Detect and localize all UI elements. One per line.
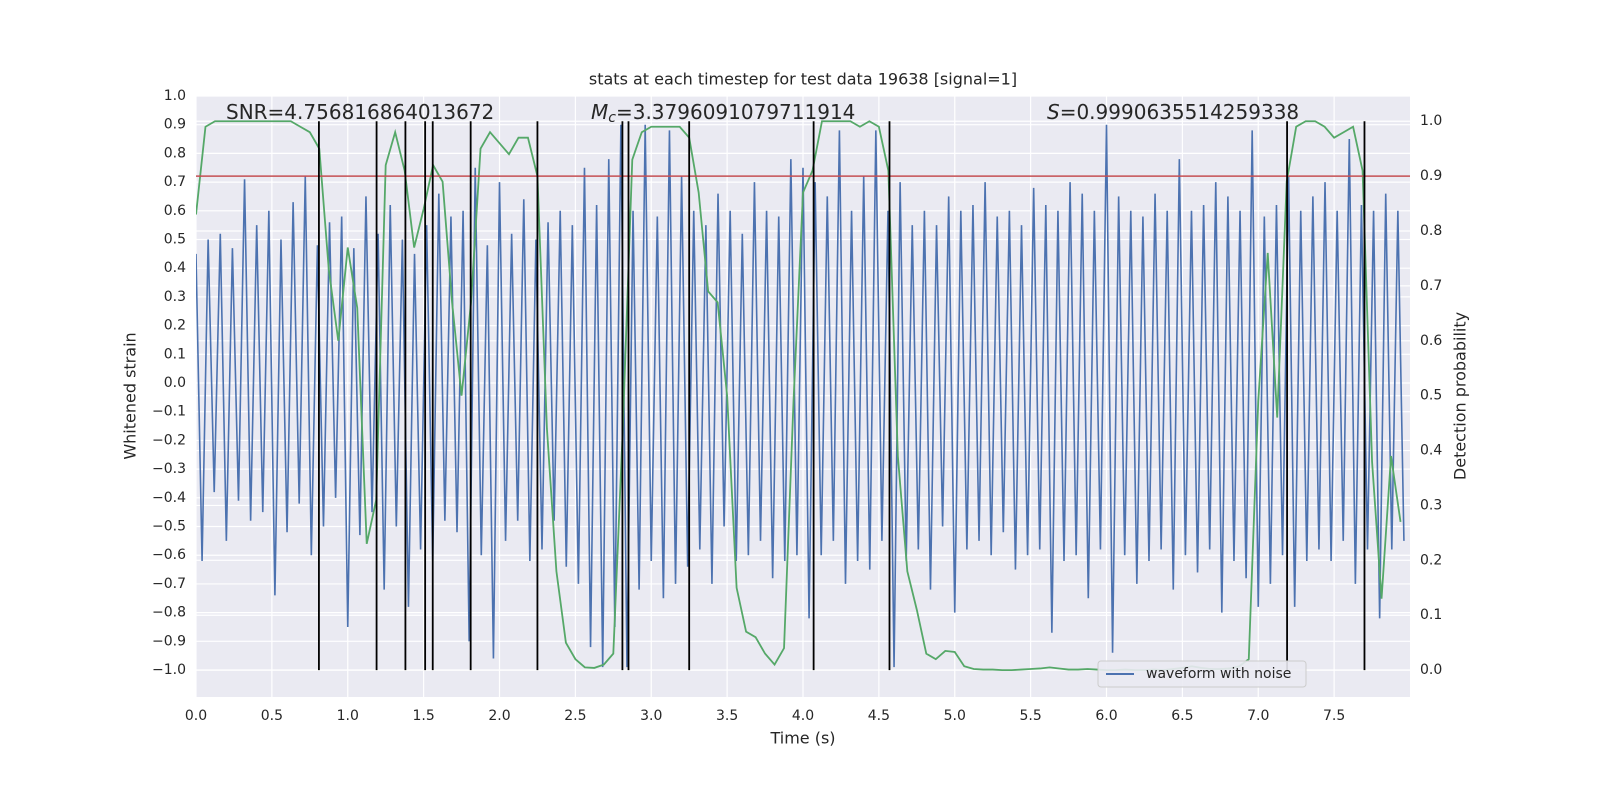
y-tick-label: −0.6 bbox=[152, 547, 186, 563]
x-tick-label: 2.5 bbox=[564, 708, 586, 724]
y2-tick-label: 0.9 bbox=[1420, 168, 1442, 184]
y-tick-label: 0.7 bbox=[164, 174, 186, 190]
x-tick-label: 4.5 bbox=[868, 708, 890, 724]
y-tick-label: 0.4 bbox=[164, 260, 186, 276]
x-tick-label: 0.5 bbox=[261, 708, 283, 724]
y-axis-label: Whitened strain bbox=[121, 332, 140, 459]
series-line bbox=[196, 124, 1405, 668]
y-tick-label: −0.8 bbox=[152, 605, 186, 621]
annotation: Mc=3.3796091079711914 bbox=[591, 100, 855, 127]
y2-tick-label: 0.6 bbox=[1420, 333, 1442, 349]
y-tick-label: 0.5 bbox=[164, 232, 186, 248]
x-tick-label: 7.5 bbox=[1323, 708, 1345, 724]
legend-box bbox=[1097, 660, 1307, 688]
y2-tick-label: 0.7 bbox=[1420, 278, 1442, 294]
y-tick-label: 0.2 bbox=[164, 318, 186, 334]
y-tick-label: 0.1 bbox=[164, 346, 186, 362]
x-tick-label: 1.5 bbox=[412, 708, 434, 724]
x-tick-label: 3.5 bbox=[716, 708, 738, 724]
x-tick-label: 0.0 bbox=[185, 708, 207, 724]
annotation-symbol: S bbox=[1047, 100, 1060, 124]
y2-tick-label: 0.8 bbox=[1420, 223, 1442, 239]
y-tick-label: −0.1 bbox=[152, 404, 186, 420]
x-tick-label: 1.0 bbox=[337, 708, 359, 724]
x-tick-label: 2.0 bbox=[488, 708, 510, 724]
y-tick-label: 1.0 bbox=[164, 88, 186, 104]
y-tick-label: 0.0 bbox=[164, 375, 186, 391]
y-tick-label: −1.0 bbox=[152, 662, 186, 678]
x-tick-label: 7.0 bbox=[1247, 708, 1269, 724]
marks bbox=[196, 120, 1410, 672]
y2-tick-label: 0.0 bbox=[1420, 662, 1442, 678]
annotation-text: =0.9990635514259338 bbox=[1060, 100, 1299, 124]
y2-tick-label: 1.0 bbox=[1420, 113, 1442, 129]
annotation-subscript: c bbox=[608, 110, 616, 126]
y-tick-label: −0.4 bbox=[152, 490, 186, 506]
y-tick-label: −0.2 bbox=[152, 432, 186, 448]
y2-tick-label: 0.2 bbox=[1420, 552, 1442, 568]
x-tick-label: 5.0 bbox=[944, 708, 966, 724]
annotation: S=0.9990635514259338 bbox=[1047, 100, 1299, 124]
y-tick-label: 0.6 bbox=[164, 203, 186, 219]
annotation: SNR=4.756816864013672 bbox=[226, 100, 494, 124]
y-tick-label: −0.7 bbox=[152, 576, 186, 592]
y2-tick-label: 0.4 bbox=[1420, 443, 1442, 459]
annotation-text: SNR=4.756816864013672 bbox=[226, 100, 494, 124]
x-tick-label: 3.0 bbox=[640, 708, 662, 724]
annotation-text: =3.3796091079711914 bbox=[616, 100, 855, 124]
x-tick-label: 6.0 bbox=[1095, 708, 1117, 724]
y2-tick-label: 0.3 bbox=[1420, 497, 1442, 513]
y-tick-label: −0.3 bbox=[152, 461, 186, 477]
annotation-symbol: M bbox=[591, 100, 608, 124]
y2-tick-label: 0.1 bbox=[1420, 607, 1442, 623]
y-tick-label: 0.8 bbox=[164, 145, 186, 161]
legend-label: waveform with noise bbox=[1146, 666, 1291, 682]
y-tick-label: 0.3 bbox=[164, 289, 186, 305]
y2-tick-label: 0.5 bbox=[1420, 388, 1442, 404]
chart-title: stats at each timestep for test data 196… bbox=[589, 70, 1017, 89]
labels: 0.0 0.5 1.0 1.5 2.0 2.5 3.0 3.5 4.0 4.5 5.0 5.5 6.0 6… bbox=[152, 88, 1442, 724]
y2-axis-label: Detection probability bbox=[1451, 312, 1470, 480]
x-axis-label: Time (s) bbox=[769, 729, 835, 748]
y-tick-label: −0.9 bbox=[152, 633, 186, 649]
y-tick-label: −0.5 bbox=[152, 519, 186, 535]
y-tick-label: 0.9 bbox=[164, 117, 186, 133]
x-tick-label: 5.5 bbox=[1019, 708, 1041, 724]
x-tick-label: 4.0 bbox=[792, 708, 814, 724]
x-tick-label: 6.5 bbox=[1171, 708, 1193, 724]
